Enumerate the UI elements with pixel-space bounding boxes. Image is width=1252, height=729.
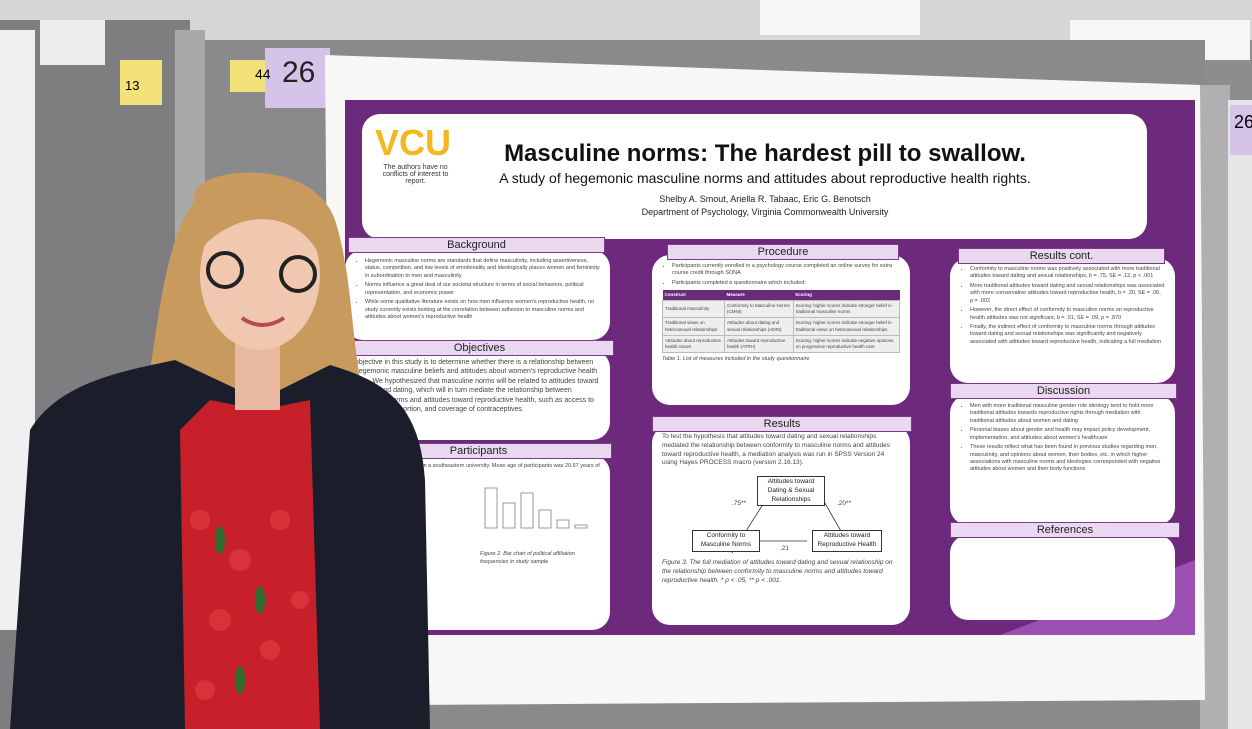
header-panel [362,114,1147,239]
bullet: Men with more traditional masculine gend… [970,403,1165,425]
references-box [950,535,1175,620]
objectives-text: objective in this study is to determine … [355,359,599,414]
section-heading: Results [652,416,912,432]
sign-number: 26 [1234,112,1252,132]
mediation-diagram: Attitudes toward Dating & Sexual Relatio… [662,468,900,554]
bullet: These results reflect what has been foun… [970,444,1165,474]
results-box: To test the hypothesis that attitudes to… [652,425,910,625]
table-row: Attitudes about reproductive health issu… [662,334,901,353]
table-header: Construct Measure Scoring [662,290,900,301]
figure-caption: Figure 3. The full mediation of attitude… [662,559,893,584]
section-heading: References [950,522,1180,538]
logo: VCU [375,122,452,163]
subtitle: A study of hegemonic masculine norms and… [499,170,1031,186]
bullet: However, the direct effect of conformity… [970,307,1165,322]
bullet: More traditional attitudes toward dating… [970,283,1165,305]
bullet: Norms influence a great deal of our soci… [365,282,600,297]
header-cell: Construct [662,290,725,301]
table-cell: Scoring: higher scores indicate stronger… [792,317,901,336]
authors: Shelby A. Smout, Ariella R. Tabaac, Eric… [659,194,871,204]
section-heading: Discussion [950,383,1177,399]
section-heading: Objectives [345,340,614,356]
title: Masculine norms: The hardest pill to swa… [504,140,1026,167]
table-cell: Traditional masculinity [662,300,725,319]
bullet: While some qualitative literature exists… [365,299,600,321]
header-cell: Measure [724,290,794,301]
section-heading: Procedure [667,244,899,260]
bullet: Personal biases about gender and health … [970,427,1165,442]
diagram-node: Attitudes toward Dating & Sexual Relatio… [757,476,825,507]
sign-number: 26 [282,56,316,89]
table-row: Traditional views on heterosexual relati… [662,317,901,336]
table-cell: Attitudes about dating and sexual relati… [723,317,794,336]
table-cell: Traditional views on heterosexual relati… [662,317,725,336]
header-cell: Scoring [793,290,900,301]
diagram-node: Attitudes toward Reproductive Health [812,530,882,552]
table-caption: Table 1. List of measures included in th… [662,355,810,362]
discussion-box: Men with more traditional masculine gend… [950,395,1175,525]
diagram-node: Conformity to Masculine Norms [692,530,760,552]
results-text: To test the hypothesis that attitudes to… [662,433,890,467]
path-coefficient: .21 [780,545,790,553]
background-box: Hegemonic masculine norms are standards … [345,250,610,340]
bullet: Hegemonic masculine norms are standards … [365,258,600,280]
path-coefficient: .75** [732,500,747,508]
section-heading: Background [348,237,605,253]
bar-chart-figure [484,487,588,529]
table-cell: Scoring: higher scores indicate negative… [792,334,901,353]
affiliation: Department of Psychology, Virginia Commo… [641,207,889,217]
sign-number: 13 [125,78,140,93]
table-row: Traditional masculinity Conformity to Mas… [662,300,901,319]
path-coefficient: .20** [837,500,852,508]
bullet: Participants completed a questionnaire w… [672,280,900,287]
measures-table: Construct Measure Scoring Traditional mascu… [662,290,901,353]
person [10,172,430,729]
bullet: Finally, the indirect effect of conformi… [970,324,1165,346]
results-cont-box: Conformity to masculine norms was positi… [950,258,1175,383]
bullet: Participants currently enrolled in a psy… [672,263,900,278]
bullet: Conformity to masculine norms was positi… [970,266,1165,281]
disclosure: The authors have no conflicts of interes… [382,164,449,185]
table-cell: Scoring: higher scores indicate stronger… [792,300,901,319]
table-cell: Conformity to Masculine Norms (CMNI) [723,300,794,319]
sign-number: 44 [255,66,271,82]
section-heading: Results cont. [958,248,1165,264]
figure-caption: Figure 2. Bar chart of political affilia… [480,551,575,565]
table-cell: Attitudes toward reproductive health (AT… [723,334,794,353]
procedure-box: Participants currently enrolled in a psy… [652,255,910,405]
table-cell: Attitudes about reproductive health issu… [662,334,725,353]
